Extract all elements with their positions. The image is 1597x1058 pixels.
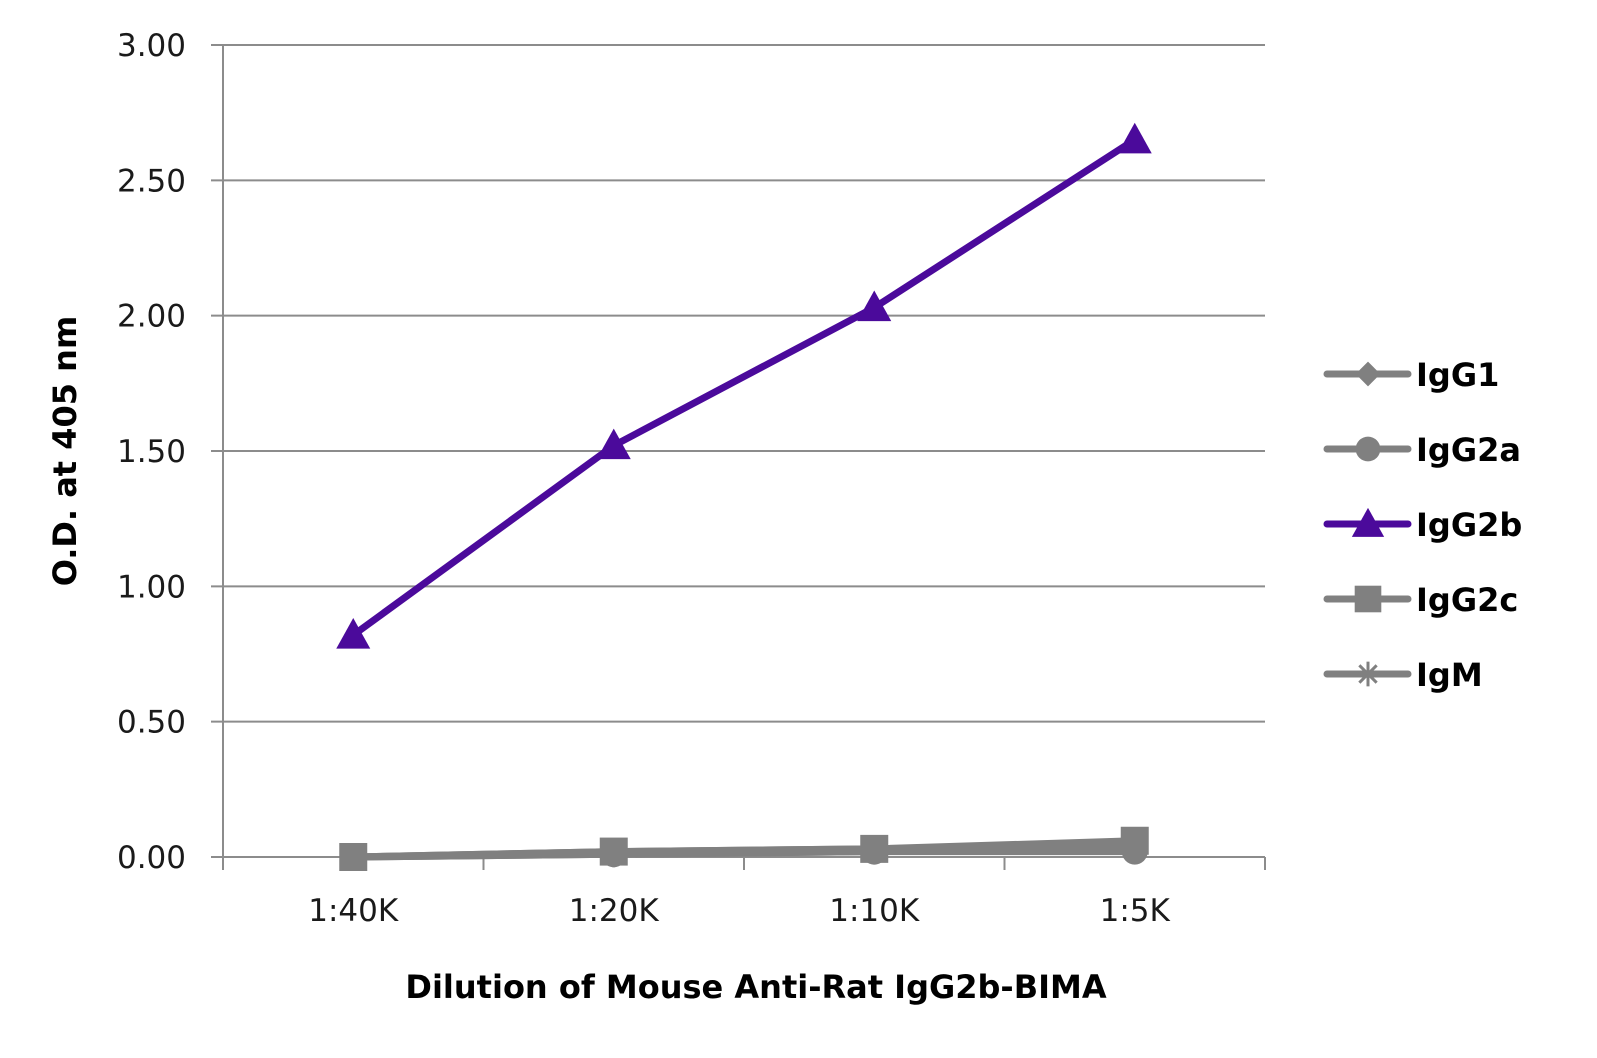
legend-label: IgG2a bbox=[1416, 431, 1521, 469]
legend-marker bbox=[1351, 507, 1385, 537]
y-axis-title: O.D. at 405 nm bbox=[46, 316, 84, 587]
legend-item: IgM bbox=[1323, 656, 1483, 694]
series-IgM bbox=[340, 835, 1148, 870]
x-tick-labels: 1:40K 1:20K 1:10K 1:5K bbox=[308, 893, 1170, 929]
data-point bbox=[340, 844, 367, 870]
y-tick-label: 2.50 bbox=[117, 163, 186, 199]
y-tick-label: 0.50 bbox=[117, 705, 186, 741]
data-point bbox=[857, 290, 892, 322]
legend: IgG1 IgG2a IgG2b IgG2c IgM bbox=[1323, 356, 1522, 694]
y-tick-label: 2.00 bbox=[117, 299, 186, 335]
data-point bbox=[1117, 122, 1152, 154]
y-tick-label: 1.50 bbox=[117, 434, 186, 470]
y-tick-label: 0.00 bbox=[117, 840, 186, 876]
series-group bbox=[336, 122, 1152, 871]
legend-label: IgM bbox=[1416, 656, 1483, 694]
y-tick-labels: 0.00 0.50 1.00 1.50 2.00 2.50 3.00 bbox=[117, 28, 186, 876]
axes bbox=[222, 45, 1266, 870]
legend-label: IgG1 bbox=[1416, 356, 1499, 394]
x-tick-label: 1:10K bbox=[829, 893, 920, 929]
legend-item: IgG2c bbox=[1323, 581, 1518, 619]
x-tick-label: 1:40K bbox=[308, 893, 399, 929]
series-IgG2b bbox=[336, 122, 1152, 649]
data-point bbox=[600, 841, 627, 868]
x-axis-title: Dilution of Mouse Anti-Rat IgG2b-BIMA bbox=[405, 968, 1106, 1006]
gridlines bbox=[211, 44, 1265, 858]
data-point bbox=[596, 428, 631, 460]
legend-item: IgG1 bbox=[1323, 356, 1499, 394]
legend-marker bbox=[1355, 436, 1381, 462]
legend-label: IgG2c bbox=[1416, 581, 1518, 619]
legend-label: IgG2b bbox=[1416, 506, 1522, 544]
data-point bbox=[1121, 835, 1148, 862]
legend-marker bbox=[1355, 361, 1381, 387]
y-tick-label: 1.00 bbox=[117, 569, 186, 605]
data-point bbox=[336, 618, 371, 649]
data-point bbox=[861, 838, 888, 865]
x-tick-label: 1:20K bbox=[569, 893, 660, 929]
y-tick-label: 3.00 bbox=[117, 28, 186, 64]
legend-marker bbox=[1355, 661, 1381, 687]
series-line bbox=[349, 845, 1139, 861]
legend-item: IgG2b bbox=[1323, 506, 1522, 544]
legend-marker bbox=[1354, 585, 1382, 613]
x-tick-label: 1:5K bbox=[1100, 893, 1171, 929]
series-line bbox=[349, 136, 1139, 639]
legend-item: IgG2a bbox=[1323, 431, 1521, 469]
